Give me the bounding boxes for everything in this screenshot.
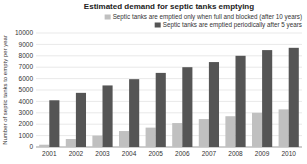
bar (49, 100, 59, 147)
bar (129, 79, 139, 147)
legend-label: Septic tanks are emptied only when full … (113, 13, 302, 21)
y-tick-label: 8000 (19, 52, 34, 59)
x-tick-label: 2007 (202, 150, 217, 157)
y-tick-label: 5000 (19, 86, 34, 93)
bar (146, 128, 156, 147)
bar (209, 62, 219, 147)
bar (39, 145, 49, 147)
y-axis-label: Number of septic tanks to empty per year (2, 35, 8, 145)
y-tick-label: 0 (29, 143, 33, 150)
x-tick-label: 2003 (95, 150, 110, 157)
bar (119, 131, 129, 147)
legend: Septic tanks are emptied only when full … (105, 13, 302, 29)
bar (103, 85, 113, 147)
bar (92, 136, 102, 147)
y-tick-label: 6000 (19, 75, 34, 82)
y-tick-label: 7000 (19, 63, 34, 70)
chart: 0 1000 2000 3000 4000 5000 6000 7000 8000 9000 100… (0, 0, 307, 164)
y-tick-label: 3000 (19, 109, 34, 116)
y-tick-label: 10000 (15, 29, 33, 36)
bar (262, 50, 272, 147)
x-tick-label: 2002 (69, 150, 84, 157)
x-tick-label: 2010 (281, 150, 296, 157)
bar (199, 119, 209, 147)
legend-item: Septic tanks are emptied periodically af… (155, 21, 302, 29)
x-tick-label: 2006 (175, 150, 190, 157)
x-tick-label: 2008 (228, 150, 243, 157)
grid-line (36, 33, 302, 34)
bar (289, 48, 299, 147)
x-tick-label: 2009 (255, 150, 270, 157)
y-tick-label: 1000 (19, 132, 34, 139)
bar (172, 123, 182, 147)
y-tick-label: 4000 (19, 98, 34, 105)
bar (225, 116, 235, 147)
legend-item: Septic tanks are emptied only when full … (105, 13, 302, 21)
bar (182, 67, 192, 147)
legend-swatch (105, 15, 111, 20)
x-tick-label: 2001 (42, 150, 57, 157)
bar (76, 93, 86, 147)
bar (236, 56, 246, 147)
x-tick-label: 2004 (122, 150, 137, 157)
grid-line (36, 44, 302, 45)
bar (66, 139, 76, 147)
x-tick-label: 2005 (148, 150, 163, 157)
title: Estimated demand for septic tanks emptyi… (84, 2, 254, 11)
bars (39, 48, 299, 147)
legend-label: Septic tanks are emptied periodically af… (163, 21, 302, 29)
y-tick-label: 2000 (19, 120, 34, 127)
y-tick-label: 9000 (19, 41, 34, 48)
bar (156, 73, 166, 147)
bar (279, 109, 289, 147)
bar (252, 113, 262, 147)
legend-swatch (155, 23, 161, 28)
